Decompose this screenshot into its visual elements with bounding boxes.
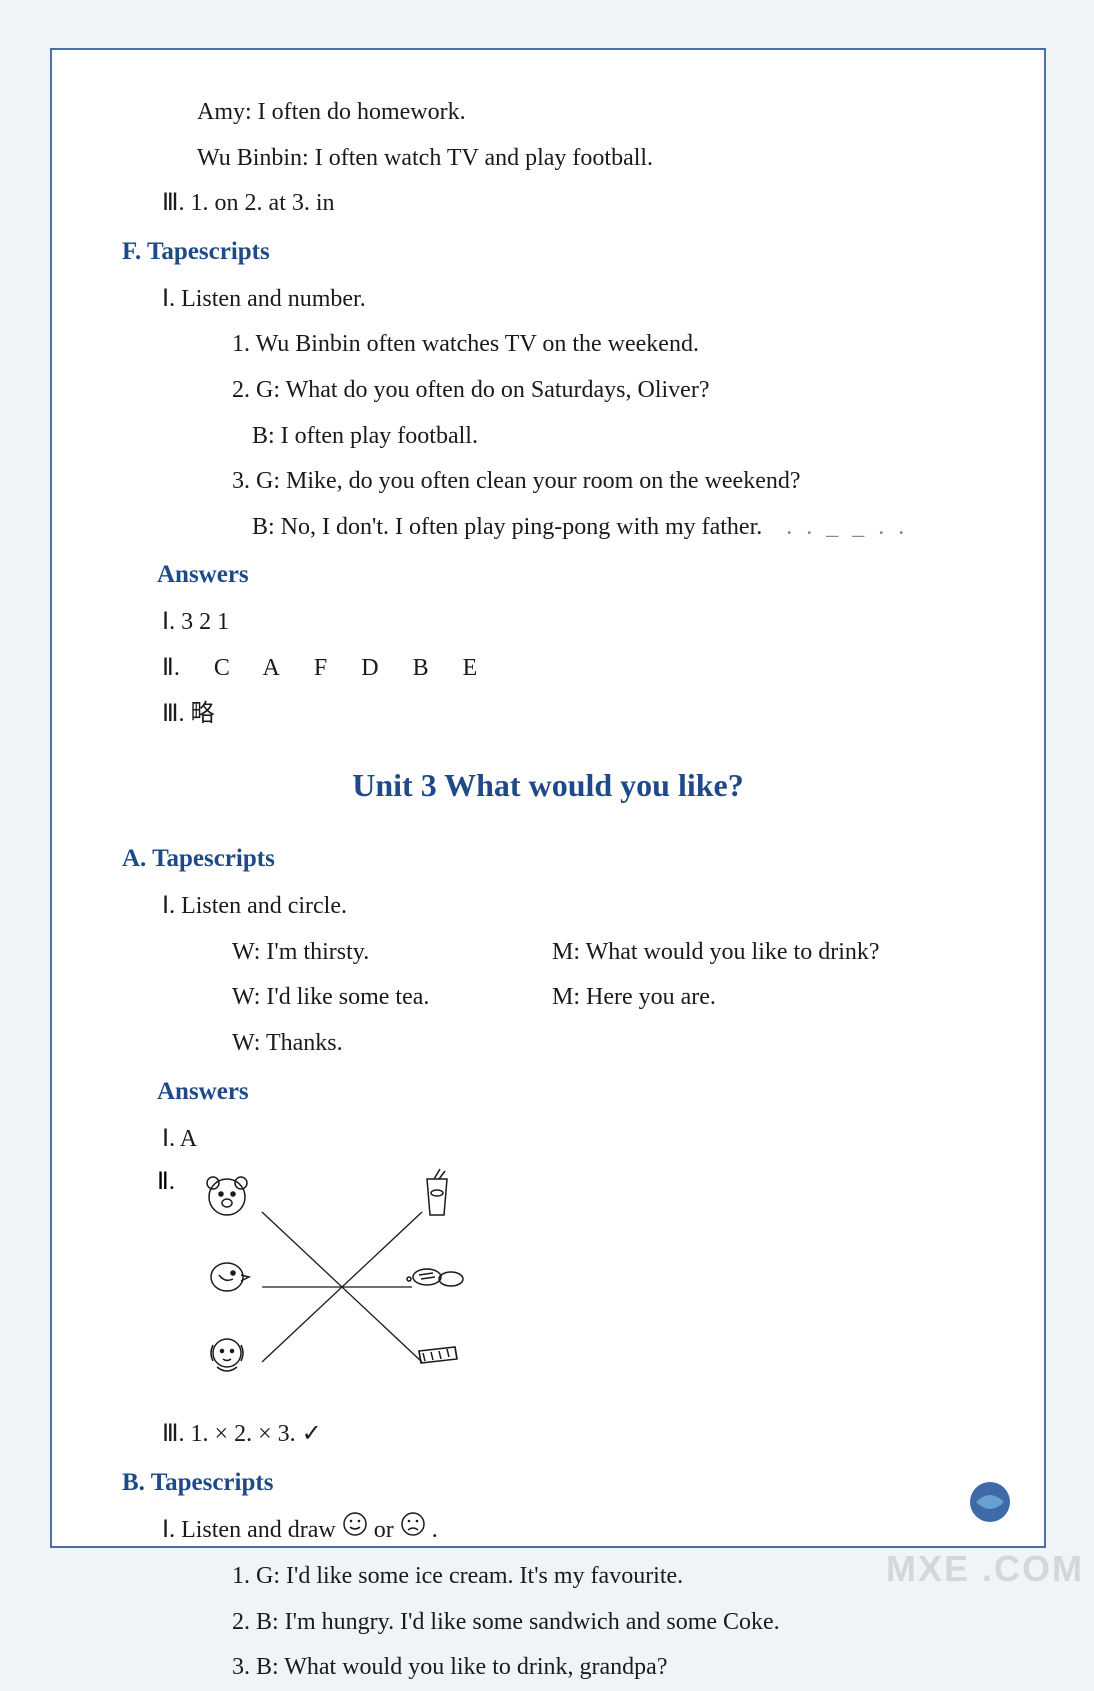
- a-dialog-1-right: M: What would you like to drink?: [552, 930, 880, 976]
- b-item-3: 3. B: What would you like to drink, gran…: [232, 1645, 994, 1691]
- f-item-2b: B: I often play football.: [252, 414, 994, 460]
- f-answers-heading: Answers: [157, 550, 994, 600]
- sad-face-icon: [400, 1508, 426, 1554]
- section-f-heading: F. Tapescripts: [122, 227, 994, 277]
- a-dialog-2-left: W: I'd like some tea.: [232, 975, 552, 1021]
- b-i-label: Ⅰ. Listen and draw or .: [162, 1508, 994, 1554]
- a-dialog-2-right: M: Here you are.: [552, 975, 716, 1021]
- f-ans-2-l4: B: [413, 655, 429, 681]
- matching-diagram: Ⅱ.: [187, 1167, 527, 1407]
- f-ans-2-l5: E: [463, 655, 478, 681]
- dialog-amy: Amy: I often do homework.: [197, 90, 994, 136]
- a-dialog-row-3: W: Thanks.: [232, 1021, 994, 1067]
- f-ans-2-l2: F: [314, 655, 327, 681]
- f-ans-1: Ⅰ. 3 2 1: [162, 600, 994, 646]
- page-container: Amy: I often do homework. Wu Binbin: I o…: [50, 48, 1046, 1548]
- diagram-svg: [187, 1167, 527, 1407]
- unit-3-title: Unit 3 What would you like?: [102, 767, 994, 804]
- b-i-prefix: Ⅰ. Listen and draw: [162, 1517, 342, 1543]
- a-dialog-row-1: W: I'm thirsty. M: What would you like t…: [232, 930, 994, 976]
- f-item-3b-text: B: No, I don't. I often play ping-pong w…: [252, 514, 762, 540]
- b-item-1: 1. G: I'd like some ice cream. It's my f…: [232, 1554, 994, 1600]
- f-item-1: 1. Wu Binbin often watches TV on the wee…: [232, 322, 994, 368]
- watermark: MXE .COM: [886, 1548, 1084, 1590]
- f-ans-2-l1: A: [263, 655, 280, 681]
- section-a-heading: A. Tapescripts: [122, 834, 994, 884]
- top-iii: Ⅲ. 1. on 2. at 3. in: [162, 181, 994, 227]
- a-ii-label: Ⅱ.: [157, 1167, 175, 1196]
- dialog-wu: Wu Binbin: I often watch TV and play foo…: [197, 136, 994, 182]
- f-ans-2-prefix: Ⅱ.: [162, 655, 180, 681]
- a-answers-heading: Answers: [157, 1067, 994, 1117]
- f-ans-2-l3: D: [361, 655, 378, 681]
- smile-face-icon: [342, 1508, 368, 1554]
- f-ans-3: Ⅲ. 略: [162, 692, 994, 738]
- f-item-2: 2. G: What do you often do on Saturdays,…: [232, 368, 994, 414]
- f-ans-2-l0: C: [214, 655, 230, 681]
- f-ans-2: Ⅱ. C A F D B E: [162, 646, 994, 692]
- a-dialog-row-2: W: I'd like some tea. M: Here you are.: [232, 975, 994, 1021]
- b-i-or: or: [374, 1517, 400, 1543]
- a-ans-1: Ⅰ. A: [162, 1117, 994, 1163]
- section-b-heading: B. Tapescripts: [122, 1458, 994, 1508]
- f-i-label: Ⅰ. Listen and number.: [162, 277, 994, 323]
- f-item-3b: B: No, I don't. I often play ping-pong w…: [252, 505, 994, 551]
- dash-trail: . . _ _ . .: [786, 514, 908, 540]
- b-item-2: 2. B: I'm hungry. I'd like some sandwich…: [232, 1600, 994, 1646]
- a-i-label: Ⅰ. Listen and circle.: [162, 884, 994, 930]
- page-number-decoration: [966, 1478, 1014, 1526]
- a-iii: Ⅲ. 1. × 2. × 3. ✓: [162, 1412, 994, 1458]
- f-item-3: 3. G: Mike, do you often clean your room…: [232, 459, 994, 505]
- a-dialog-1-left: W: I'm thirsty.: [232, 930, 552, 976]
- b-i-suffix: .: [432, 1517, 438, 1543]
